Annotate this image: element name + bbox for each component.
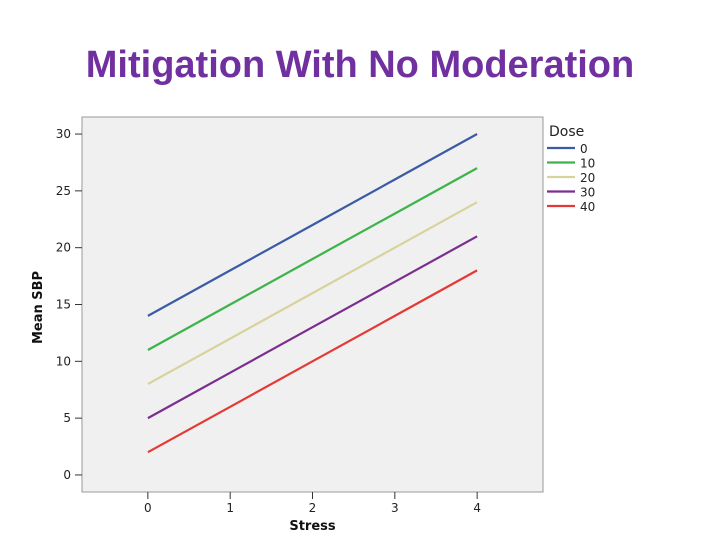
plot-background [81, 116, 544, 493]
series-lines [147, 133, 478, 454]
series-line-dose-40 [147, 269, 478, 454]
legend-title: Dose [549, 124, 584, 140]
y-tick-label: 15 [56, 298, 71, 312]
plot-area [81, 116, 544, 493]
y-tick-label: 0 [63, 468, 71, 482]
y-tick-label: 25 [56, 184, 71, 198]
legend-label: 0 [580, 142, 588, 156]
x-axis: 0 1 2 3 4 [144, 492, 481, 515]
legend-label: 10 [580, 157, 595, 171]
series-line-dose-20 [147, 201, 478, 385]
x-tick-label: 0 [144, 501, 152, 515]
x-axis-title: Stress [289, 519, 336, 534]
x-tick-label: 2 [309, 501, 317, 515]
y-tick-label: 5 [63, 411, 71, 425]
y-tick-label: 20 [56, 241, 71, 255]
y-axis: 0 5 10 15 20 25 30 [56, 127, 82, 482]
y-tick-label: 10 [56, 354, 71, 368]
line-chart: 0 5 10 15 20 25 30 0 1 2 3 4 Mean SBP Stress Dose … [31, 116, 595, 534]
legend-label: 30 [580, 186, 595, 200]
slide-title: Mitigation With No Moderation [85, 44, 635, 86]
x-tick-label: 1 [226, 501, 234, 515]
x-tick-label: 4 [473, 501, 481, 515]
y-tick-label: 30 [56, 127, 71, 141]
series-line-dose-30 [147, 235, 478, 420]
series-line-dose-10 [147, 167, 478, 351]
y-axis-title: Mean SBP [31, 271, 46, 344]
legend-label: 40 [580, 200, 595, 214]
x-tick-label: 3 [391, 501, 399, 515]
series-line-dose-0 [147, 133, 478, 317]
legend-label: 20 [580, 171, 595, 185]
